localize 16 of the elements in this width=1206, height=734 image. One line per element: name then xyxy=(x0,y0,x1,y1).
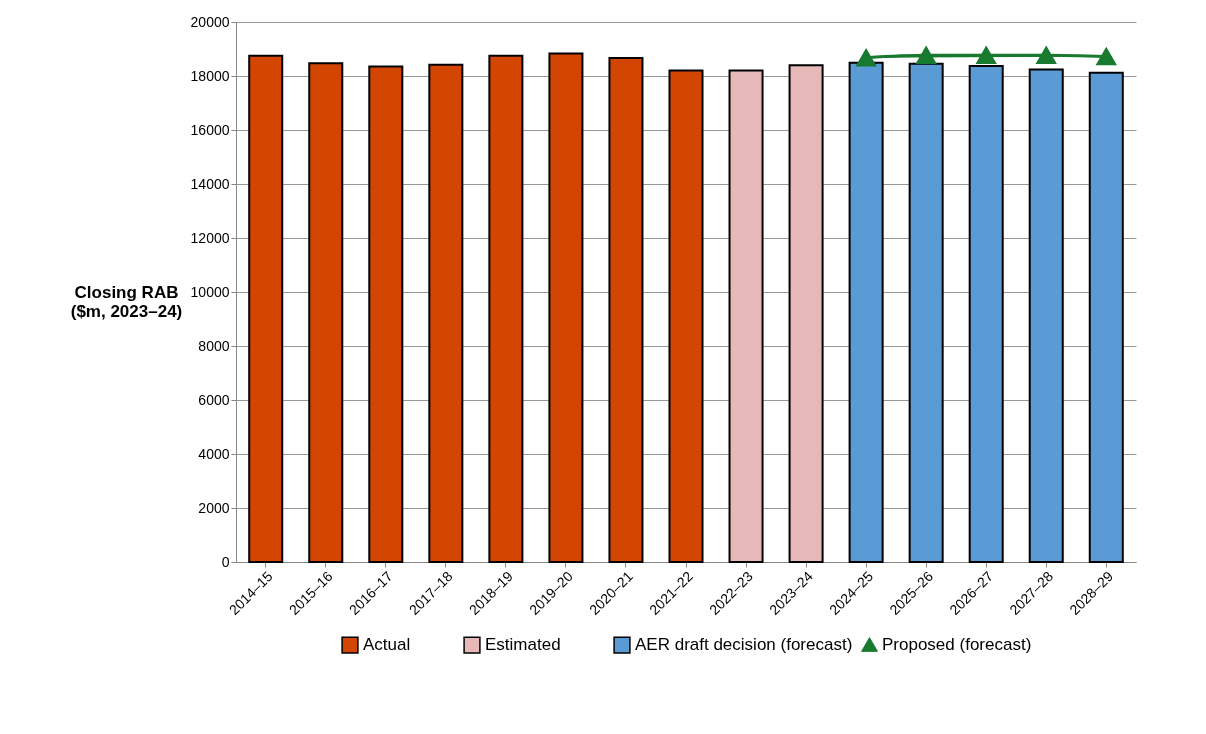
legend-label: AER draft decision (forecast) xyxy=(635,635,853,655)
y-tick-label: 20000 xyxy=(190,13,230,30)
y-tick-label: 2000 xyxy=(198,499,230,516)
y-tick-label: 8000 xyxy=(198,337,230,354)
y-tick-label: 14000 xyxy=(190,175,230,192)
y-tick-label: 0 xyxy=(221,553,230,570)
y-tick-label: 10000 xyxy=(190,283,230,300)
legend-label: Actual xyxy=(363,635,411,655)
y-tick-label: 4000 xyxy=(198,445,230,462)
legend-label: Estimated xyxy=(485,635,561,655)
legend-label: Proposed (forecast) xyxy=(882,634,1032,654)
y-tick-label: 18000 xyxy=(190,67,230,84)
y-tick-label: 16000 xyxy=(190,121,230,138)
y-axis-title: Closing RAB ($m, 2023–24) xyxy=(70,282,183,321)
y-tick-label: 12000 xyxy=(190,229,230,246)
y-tick-label: 6000 xyxy=(198,391,230,408)
